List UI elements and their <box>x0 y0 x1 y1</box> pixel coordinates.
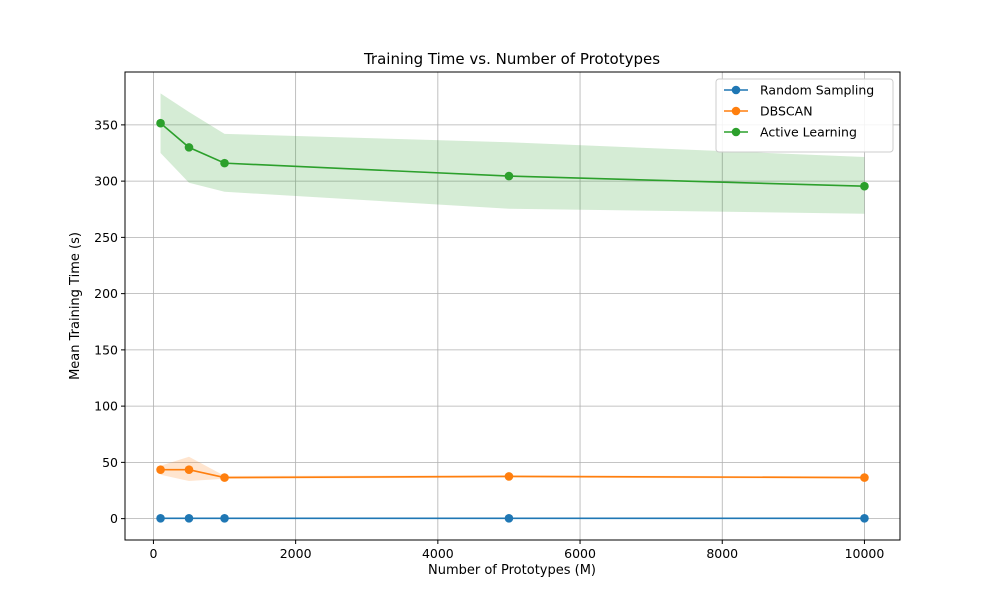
chart-title: Training Time vs. Number of Prototypes <box>363 50 660 68</box>
x-tick-label: 6000 <box>564 546 596 561</box>
x-tick-label: 0 <box>149 546 157 561</box>
active-learning-point <box>860 181 869 191</box>
y-tick-label: 200 <box>94 286 118 301</box>
random-sampling-point <box>184 513 194 523</box>
x-axis-label: Number of Prototypes (M) <box>428 563 596 578</box>
legend-marker-dbscan <box>731 106 741 116</box>
random-sampling-point <box>156 513 165 523</box>
legend-box <box>715 78 894 153</box>
dbscan-point <box>156 465 165 474</box>
x-tick-label: 2000 <box>280 546 312 561</box>
active-learning-point <box>504 171 514 181</box>
dbscan-point <box>860 473 869 482</box>
plot-frame <box>124 71 901 541</box>
y-axis-label: Mean Training Time (s) <box>68 232 83 380</box>
active-learning-point <box>220 158 229 168</box>
y-tick-label: 100 <box>94 399 118 414</box>
random-sampling-point <box>860 513 869 523</box>
legend-label-random-sampling: Random Sampling <box>760 83 874 98</box>
x-tick-label: 4000 <box>422 546 454 561</box>
y-tick-label: 250 <box>94 230 118 245</box>
random-sampling-point <box>504 513 514 523</box>
x-axis-ticks: 0 2000 4000 6000 8000 10000 <box>149 540 884 561</box>
legend-label-active-learning: Active Learning <box>760 125 857 140</box>
dbscan-point <box>504 472 514 481</box>
dbscan-point <box>184 465 194 474</box>
y-axis-ticks: 0 50 100 150 200 250 300 350 <box>94 117 125 526</box>
y-tick-label: 350 <box>94 117 118 132</box>
x-tick-label: 10000 <box>845 546 885 561</box>
series-lines <box>156 118 869 523</box>
y-tick-label: 300 <box>94 174 118 189</box>
legend-label-dbscan: DBSCAN <box>760 104 813 119</box>
y-tick-label: 150 <box>94 342 118 357</box>
legend: Random Sampling DBSCAN Active Learning <box>715 78 894 153</box>
y-tick-label: 50 <box>102 455 118 470</box>
random-sampling-point <box>220 513 229 523</box>
x-tick-label: 8000 <box>706 546 738 561</box>
legend-marker-active-learning <box>731 127 741 137</box>
dbscan-point <box>220 473 229 482</box>
active-learning-band <box>160 93 865 214</box>
grid <box>125 72 900 540</box>
active-learning-point <box>156 118 165 128</box>
active-learning-point <box>184 143 194 152</box>
y-tick-label: 0 <box>110 511 118 526</box>
legend-marker-random-sampling <box>731 85 741 95</box>
